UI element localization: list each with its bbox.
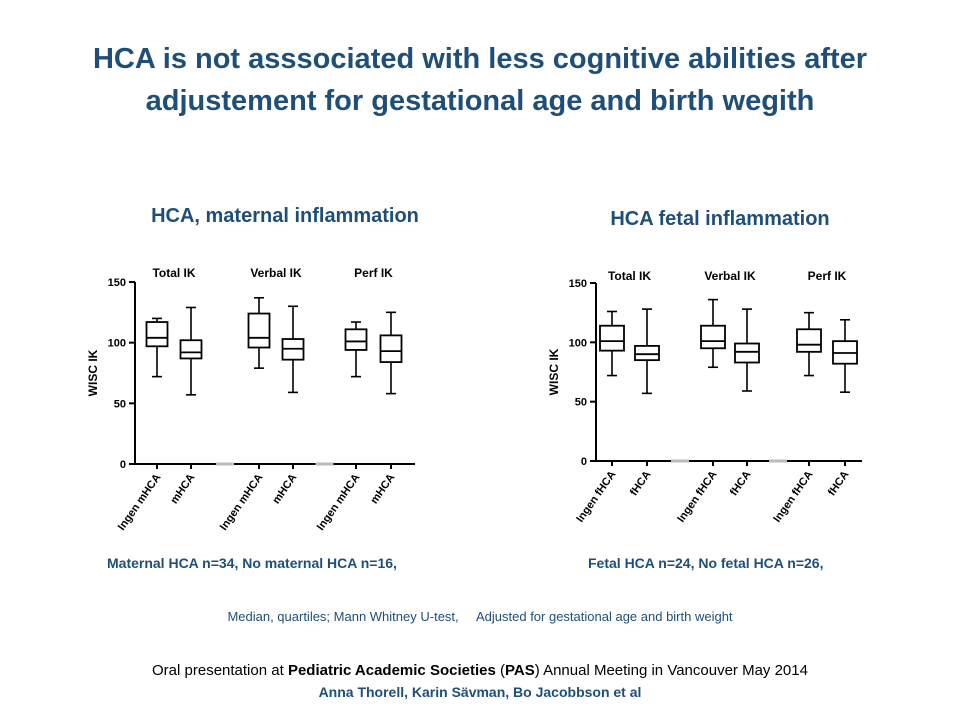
category-label: mHCA [368,472,397,506]
y-axis-label: WISC IK [547,348,561,395]
box-iqr [634,344,660,362]
conference-society: Pediatric Academic Societies [287,662,496,679]
box-iqr [379,334,403,363]
method-note: Median, quartiles; Mann Whitney U-test, … [227,609,733,624]
category-label: fHCA [628,469,654,498]
category-label: Ingen fHCA [574,469,618,525]
y-tick-label: 150 [108,277,126,289]
chart-title-fetal: HCA fetal inflammation [610,208,830,230]
conference-line: Oral presentation at Pediatric Academic … [0,662,960,679]
y-axis-label: WISC IK [86,349,100,396]
maternal-boxplot-chart: 0 50 100 150 WISC IK Total IK Verbal IK Perf IK… [86,266,415,533]
y-tick-label: 150 [569,278,587,290]
group-label: Total IK [608,269,651,283]
category-label: fHCA [826,469,852,498]
box-iqr [734,342,760,364]
maternal-sample-size-note: Maternal HCA n=34, No maternal HCA n=16, [107,555,397,571]
fetal-boxplot-chart: 0 50 100 150 WISC IK Total IK Verbal IK Perf IK… [547,269,862,525]
group-label: Verbal IK [704,269,756,283]
category-label: Ingen fHCA [771,469,815,525]
y-tick-label: 100 [108,338,126,350]
conference-abbrev: PAS [505,662,535,679]
authors: Anna Thorell, Karin Sävman, Bo Jacobbson… [318,684,642,700]
category-label: mHCA [270,472,299,506]
category-label: Ingen mHCA [315,472,363,533]
group-label: Verbal IK [250,266,302,280]
box-iqr [179,339,203,360]
box-iqr [700,324,726,350]
y-tick-label: 50 [114,398,126,410]
conference-text-1: Oral presentation at [152,662,288,679]
box-iqr [344,328,368,351]
chart-title-maternal: HCA, maternal inflammation [151,205,419,227]
y-tick-label: 0 [120,459,126,471]
y-tick-label: 0 [581,456,587,468]
group-label: Perf IK [354,266,393,280]
group-label: Perf IK [808,269,847,283]
category-label: Ingen mHCA [218,472,266,533]
slide-title: HCA is not asssociated with less cogniti… [92,43,868,118]
category-label: mHCA [168,472,197,506]
box-iqr [145,321,169,348]
category-label: fHCA [728,469,754,498]
box-iqr [599,324,625,352]
fetal-sample-size-note: Fetal HCA n=24, No fetal HCA n=26, [588,555,824,571]
box-iqr [247,312,271,349]
y-tick-label: 100 [569,337,587,349]
conference-text-3: ) Annual Meeting in Vancouver May 2014 [534,662,808,679]
category-label: Ingen mHCA [116,472,164,533]
category-label: Ingen fHCA [675,469,719,525]
group-label: Total IK [152,266,195,280]
box-iqr [796,328,822,353]
conference-text-2: ( [495,662,505,679]
y-tick-label: 50 [575,397,587,409]
